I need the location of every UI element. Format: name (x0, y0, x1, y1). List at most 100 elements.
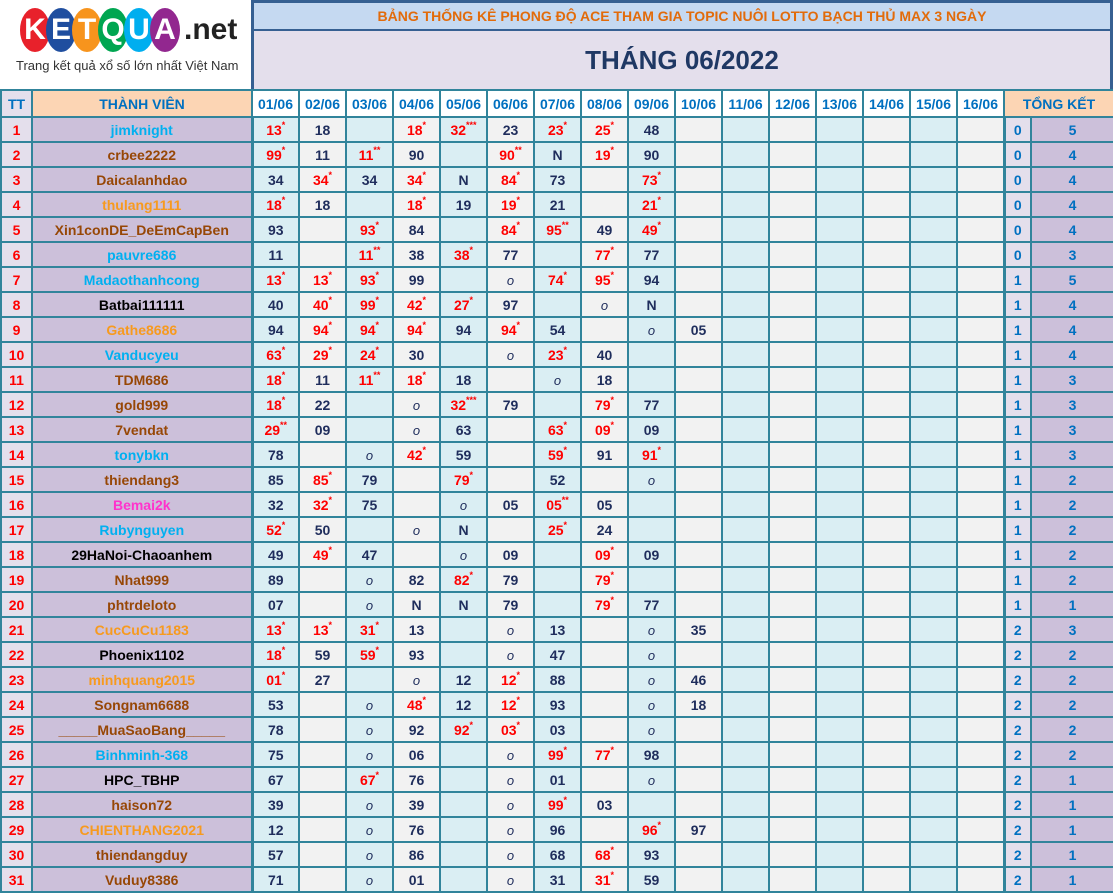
day-cell (956, 541, 1005, 568)
row-number: 31 (0, 866, 33, 893)
hit-number: 05** (546, 494, 569, 513)
header-date: 03/06 (345, 89, 394, 118)
row-number: 14 (0, 441, 33, 468)
header-date: 09/06 (627, 89, 676, 118)
day-cell (956, 491, 1005, 518)
day-cell (909, 366, 958, 393)
day-cell (721, 541, 770, 568)
day-cell: o (627, 766, 676, 793)
member-row: 9 Gathe8686 94 94* 94* 94* 94 94* 54 o 05 1 4 (0, 316, 1113, 343)
member-name: Vanducyeu (31, 341, 254, 368)
member-row: 3 Daicalanhdao 34 34* 34 34* N 84* 73 73* 0 4 (0, 166, 1113, 193)
day-cell: 50 (298, 516, 347, 543)
day-cell (862, 641, 911, 668)
day-cell: 57 (251, 841, 300, 868)
day-cell: 93* (345, 266, 394, 293)
day-cell (815, 191, 864, 218)
day-cell (909, 616, 958, 643)
day-cell: 03* (486, 716, 535, 743)
member-row: 7 Madaothanhcong 13* 13* 93* 99 o 74* 95* 94 1 5 (0, 266, 1113, 293)
hit-number: 95* (594, 269, 615, 288)
day-cell (862, 541, 911, 568)
day-cell: 42* (392, 291, 441, 318)
hit-stars: ** (373, 369, 381, 380)
picked-number: 77 (643, 596, 660, 613)
day-cell (815, 291, 864, 318)
hit-number: 74* (547, 269, 568, 288)
hit-stars: * (422, 444, 427, 455)
header-date: 08/06 (580, 89, 629, 118)
hit-stars: * (563, 269, 568, 280)
picked-number: 79 (502, 396, 519, 413)
hit-stars: * (657, 819, 662, 830)
day-cell: o (486, 841, 535, 868)
summary-fail-count: 1 (1002, 416, 1032, 443)
day-cell: 12* (486, 691, 535, 718)
row-number: 9 (0, 316, 33, 343)
summary-hit-count: 2 (1030, 716, 1113, 743)
summary-hit-count: 1 (1030, 591, 1113, 618)
day-cell (862, 316, 911, 343)
day-cell: 25* (533, 516, 582, 543)
picked-number: 18 (690, 696, 707, 713)
hit-stars: * (516, 319, 521, 330)
member-row: 17 Rubynguyen 52* 50 o N 25* 24 1 2 (0, 516, 1113, 543)
picked-number: 86 (408, 846, 425, 863)
summary-hit-count: 5 (1030, 116, 1113, 143)
day-cell (721, 216, 770, 243)
day-cell: 40 (251, 291, 300, 318)
row-number: 2 (0, 141, 33, 168)
row-number: 7 (0, 266, 33, 293)
picked-number: 71 (267, 871, 284, 888)
ketqua-logo[interactable]: K E T Q U A .net Trang kết quả xổ số lớn nhất … (0, 0, 251, 89)
hit-number: 84* (500, 219, 521, 238)
day-cell: o (345, 591, 394, 618)
day-cell (909, 866, 958, 893)
day-cell (721, 716, 770, 743)
logo-letter: Q (98, 8, 128, 52)
day-cell (721, 791, 770, 818)
day-cell: 09 (627, 416, 676, 443)
miss-mark: o (647, 647, 656, 663)
day-cell (815, 791, 864, 818)
summary-fail-count: 1 (1002, 266, 1032, 293)
picked-number: 84 (408, 221, 425, 238)
picked-number: 11 (268, 246, 284, 263)
hit-stars: * (281, 394, 286, 405)
picked-number: 77 (643, 246, 660, 263)
picked-number: 49 (267, 546, 284, 563)
hit-number: 29* (312, 344, 333, 363)
miss-mark: o (506, 622, 515, 638)
day-cell (674, 566, 723, 593)
day-cell (674, 516, 723, 543)
day-cell: 52* (251, 516, 300, 543)
day-cell: 19* (486, 191, 535, 218)
hit-number: 92* (453, 719, 474, 738)
day-cell (862, 516, 911, 543)
day-cell: 09 (486, 541, 535, 568)
day-cell (345, 516, 394, 543)
picked-number: 94 (455, 321, 472, 338)
hit-number: 34* (312, 169, 333, 188)
day-cell (392, 491, 441, 518)
day-cell: o (345, 841, 394, 868)
day-cell (815, 691, 864, 718)
day-cell (862, 716, 911, 743)
picked-number: 21 (549, 196, 566, 213)
month-title: THÁNG 06/2022 (251, 31, 1113, 89)
hit-number: 85* (312, 469, 333, 488)
hit-stars: * (516, 719, 521, 730)
day-cell: 94* (298, 316, 347, 343)
day-cell (862, 266, 911, 293)
day-cell: 92* (439, 716, 488, 743)
day-cell: 75 (251, 741, 300, 768)
day-cell (862, 141, 911, 168)
day-cell (815, 816, 864, 843)
hit-stars: * (422, 194, 427, 205)
miss-mark: o (506, 747, 515, 763)
day-cell: 05 (674, 316, 723, 343)
hit-stars: * (422, 119, 427, 130)
day-cell (674, 416, 723, 443)
day-cell (956, 341, 1005, 368)
day-cell (674, 291, 723, 318)
